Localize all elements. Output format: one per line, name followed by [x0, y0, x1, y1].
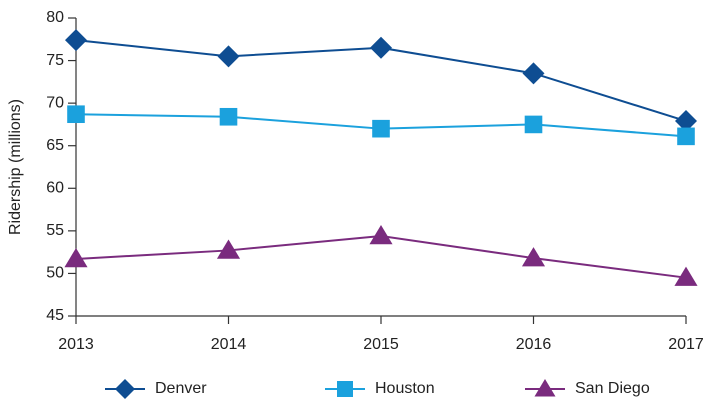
x-tick-label: 2016	[516, 336, 552, 353]
marker	[369, 224, 393, 245]
x-tick-label: 2017	[668, 336, 704, 353]
marker	[337, 381, 353, 397]
y-tick-label: 55	[46, 222, 64, 239]
x-tick-label: 2015	[363, 336, 399, 353]
marker	[67, 105, 85, 124]
marker	[370, 36, 392, 59]
marker	[372, 119, 390, 138]
y-tick-label: 70	[46, 94, 64, 111]
y-axis-label: Ridership (millions)	[7, 99, 24, 235]
marker	[674, 266, 698, 286]
marker	[522, 62, 545, 85]
y-tick-label: 50	[46, 265, 64, 282]
x-tick-label: 2014	[211, 336, 247, 353]
y-tick-label: 65	[46, 137, 64, 154]
y-tick-label: 60	[46, 180, 64, 197]
marker	[64, 247, 88, 268]
marker	[521, 247, 546, 267]
marker	[677, 127, 695, 146]
marker	[65, 29, 87, 52]
y-tick-label: 75	[46, 52, 64, 69]
marker	[675, 110, 697, 133]
marker	[115, 379, 135, 399]
x-tick-label: 2013	[58, 336, 94, 353]
marker	[216, 239, 241, 259]
legend-label: Denver	[155, 380, 207, 397]
marker	[219, 107, 238, 126]
y-tick-label: 45	[46, 307, 64, 324]
marker	[524, 115, 543, 134]
marker	[217, 45, 240, 68]
marker	[534, 379, 556, 397]
y-tick-label: 80	[46, 9, 64, 26]
legend-label: San Diego	[575, 380, 650, 397]
legend-label: Houston	[375, 380, 435, 397]
